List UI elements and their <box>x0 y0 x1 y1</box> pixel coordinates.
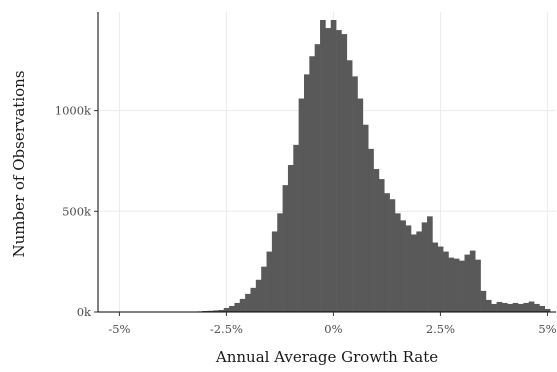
histogram-bar-18 <box>213 310 219 312</box>
histogram-bar-34 <box>298 98 305 312</box>
histogram-bar-35 <box>303 74 310 313</box>
histogram-bar-44 <box>352 76 358 313</box>
x-axis-ticks: -5% -2.5% 0% 2.5% 5% <box>108 312 557 336</box>
histogram-bar-63 <box>453 258 460 312</box>
histogram-bar-50 <box>384 193 390 312</box>
histogram-bar-72 <box>501 302 508 312</box>
histogram-bar-65 <box>464 254 471 312</box>
histogram-bar-40 <box>330 20 337 312</box>
histogram-bar-19 <box>218 309 225 312</box>
histogram-bar-57 <box>421 222 428 312</box>
histogram-bar-17 <box>207 310 214 312</box>
histogram-bar-77 <box>528 301 535 312</box>
histogram-bar-32 <box>287 164 294 312</box>
x-tick-label-2: 0% <box>324 322 342 336</box>
histogram-bar-74 <box>512 302 519 312</box>
histogram-bar-70 <box>491 303 497 312</box>
histogram-bar-42 <box>341 34 348 312</box>
histogram-bar-27 <box>261 266 267 312</box>
x-tick-label-0: -5% <box>108 322 130 336</box>
histogram-bar-75 <box>518 303 524 312</box>
histogram-bar-29 <box>271 231 278 312</box>
histogram-bar-43 <box>346 60 353 312</box>
x-axis-title: Annual Average Growth Rate <box>215 348 438 366</box>
y-tick-label-2: 1000k <box>55 104 92 118</box>
x-tick-label-4: 5% <box>538 322 556 336</box>
histogram-bar-46 <box>362 124 369 312</box>
histogram-bar-38 <box>320 20 326 312</box>
histogram-bar-66 <box>469 250 476 312</box>
histogram-bar-64 <box>459 260 465 312</box>
histogram-bar-51 <box>389 199 396 312</box>
histogram-bars <box>116 20 551 313</box>
histogram-bar-61 <box>443 251 449 312</box>
histogram-bar-58 <box>427 216 433 312</box>
histogram-bar-55 <box>411 234 417 312</box>
histogram-bar-24 <box>245 293 251 312</box>
histogram-bar-60 <box>437 246 444 312</box>
histogram-bar-28 <box>266 251 273 312</box>
histogram-bar-45 <box>357 98 364 312</box>
histogram-bar-69 <box>485 299 492 312</box>
histogram-bar-23 <box>239 298 246 312</box>
histogram-bar-41 <box>336 30 342 312</box>
histogram-bar-21 <box>229 305 235 312</box>
histogram-bar-53 <box>400 220 406 312</box>
histogram-bar-48 <box>373 169 380 312</box>
histogram-bar-76 <box>523 302 530 312</box>
histogram-bar-49 <box>378 179 385 312</box>
histogram-bar-20 <box>223 307 230 312</box>
histogram-bar-59 <box>432 242 439 312</box>
histogram-bar-37 <box>314 44 321 312</box>
histogram-bar-52 <box>394 213 401 312</box>
histogram-bar-22 <box>234 302 241 312</box>
histogram-bar-79 <box>539 305 546 312</box>
histogram-bar-31 <box>282 185 289 312</box>
y-axis-title: Number of Observations <box>10 70 28 257</box>
histogram-bar-71 <box>496 301 503 312</box>
histogram-bar-26 <box>255 279 262 312</box>
histogram-bar-33 <box>293 144 299 312</box>
histogram-bar-36 <box>309 56 315 312</box>
y-tick-label-0: 0k <box>77 305 92 319</box>
x-tick-label-3: 2.5% <box>426 322 455 336</box>
histogram-bar-30 <box>277 213 283 312</box>
histogram-bar-62 <box>448 257 455 312</box>
histogram-bar-78 <box>534 303 540 312</box>
histogram-bar-73 <box>507 303 513 312</box>
histogram-bar-80 <box>544 308 551 312</box>
histogram-bar-56 <box>416 231 423 312</box>
histogram-bar-47 <box>368 148 374 312</box>
y-axis-ticks: 0k 500k 1000k <box>55 104 98 319</box>
histogram-bar-68 <box>480 290 487 312</box>
histogram-bar-54 <box>405 225 412 312</box>
histogram-bar-25 <box>250 287 257 312</box>
histogram-bar-16 <box>202 310 208 312</box>
y-tick-label-1: 500k <box>62 204 92 218</box>
x-tick-label-1: -2.5% <box>210 322 243 336</box>
histogram-bar-67 <box>475 259 481 312</box>
histogram-bar-39 <box>325 28 332 312</box>
